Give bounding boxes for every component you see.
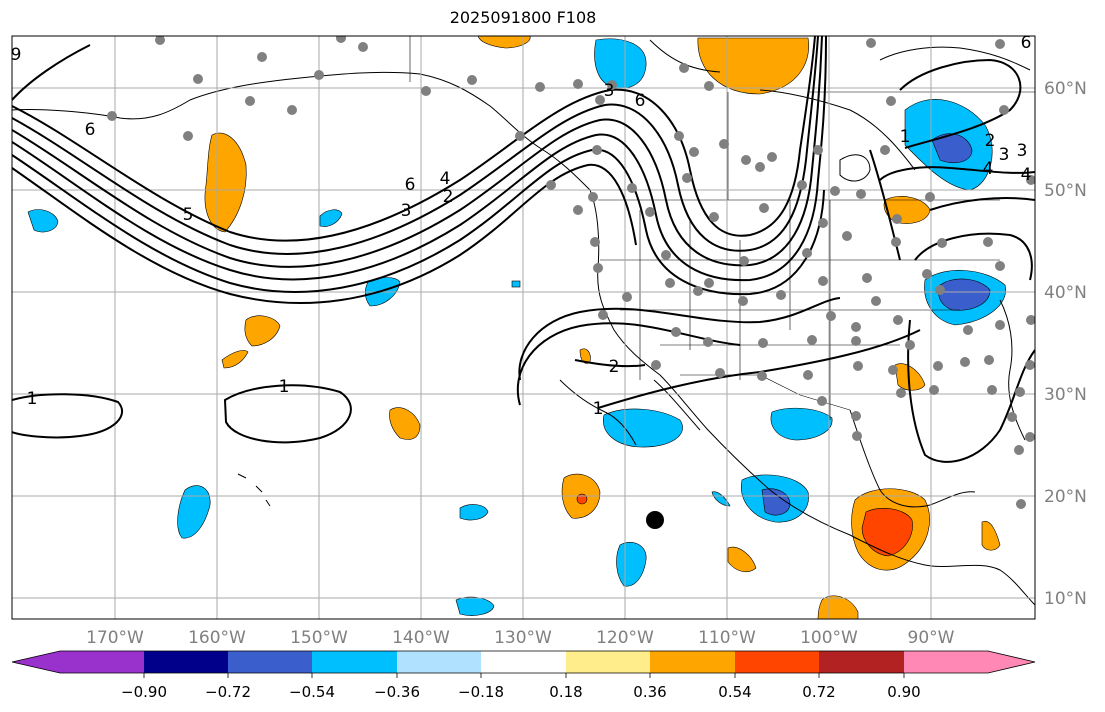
colorbar-tick-label: −0.90 <box>121 683 167 701</box>
colorbar-bin <box>481 651 566 673</box>
latitude-labels: 60°N 50°N 40°N 30°N 20°N 10°N <box>1044 79 1087 609</box>
contour-label: 6 <box>1021 33 1032 53</box>
colorbar-tick-label: 0.18 <box>549 683 582 701</box>
lon-label: 100°W <box>800 628 858 648</box>
positive-anomaly-shading <box>204 36 1001 619</box>
contour-label: 2 <box>609 357 620 377</box>
lat-label: 10°N <box>1044 589 1087 609</box>
lon-label: 140°W <box>392 628 450 648</box>
colorbar-bin <box>60 651 144 673</box>
contour-label: 1 <box>593 399 604 419</box>
colorbar-bin <box>312 651 397 673</box>
lon-label: 150°W <box>290 628 348 648</box>
colorbar-tick-label: −0.54 <box>289 683 335 701</box>
colorbar-bin <box>144 651 228 673</box>
contour-label: 6 <box>85 120 96 140</box>
lon-label: 90°W <box>908 628 955 648</box>
colorbar-tick-label: 0.72 <box>802 683 835 701</box>
contour-label: 3 <box>604 81 615 101</box>
lat-label: 40°N <box>1044 283 1087 303</box>
coastlines <box>12 39 1035 606</box>
colorbar-bin <box>566 651 650 673</box>
colorbar-tick-label: −0.18 <box>458 683 504 701</box>
map-frame <box>11 35 1036 620</box>
contour-label: 4 <box>440 169 451 189</box>
contour-label: 9 <box>11 45 22 65</box>
colorbar-bin <box>397 651 481 673</box>
contour-label: 6 <box>405 175 416 195</box>
colorbar-tick-label: 0.36 <box>633 683 666 701</box>
contour-label: 1 <box>279 377 290 397</box>
lon-label: 120°W <box>596 628 654 648</box>
lat-label: 60°N <box>1044 79 1087 99</box>
lon-label: 160°W <box>188 628 246 648</box>
contour-label: 2 <box>443 187 454 207</box>
contour-label: 1 <box>27 389 38 409</box>
lat-label: 20°N <box>1044 487 1087 507</box>
contour-lines <box>12 36 1035 463</box>
colorbar: −0.90 −0.72 −0.54 −0.36 −0.18 0.18 0.36 … <box>11 650 1036 701</box>
contour-label: 6 <box>635 91 646 111</box>
colorbar-bin <box>228 651 312 673</box>
contour-label: 3 <box>1017 141 1028 161</box>
colorbar-bin <box>650 651 735 673</box>
colorbar-tick-label: 0.54 <box>718 683 751 701</box>
contour-label-layer: 1 1 1 2 2 3 3 4 5 6 6 6 3 6 4 2 1 3 4 9 <box>11 33 1032 419</box>
longitude-labels: 170°W 160°W 150°W 140°W 130°W 120°W 110°… <box>86 628 955 648</box>
lon-label: 130°W <box>494 628 552 648</box>
colorbar-tick-label: 0.90 <box>887 683 920 701</box>
lon-label: 170°W <box>86 628 144 648</box>
colorbar-upper-extend <box>988 651 1035 673</box>
colorbar-bin <box>819 651 904 673</box>
highlight-marker <box>646 511 664 529</box>
contour-label: 4 <box>983 159 994 179</box>
lat-label: 30°N <box>1044 385 1087 405</box>
contour-label: 2 <box>985 131 996 151</box>
contour-label: 1 <box>900 127 911 147</box>
contour-label: 3 <box>401 201 412 221</box>
colorbar-bin <box>904 651 988 673</box>
lat-label: 50°N <box>1044 181 1087 201</box>
station-markers <box>107 36 1035 509</box>
lon-label: 110°W <box>698 628 756 648</box>
colorbar-tick-label: −0.36 <box>374 683 420 701</box>
contour-label: 5 <box>183 205 194 225</box>
colorbar-bin <box>735 651 819 673</box>
map-title: 2025091800 F108 <box>449 8 597 27</box>
contour-label: 4 <box>1021 165 1032 185</box>
contour-label: 3 <box>999 145 1010 165</box>
colorbar-lower-extend <box>12 651 60 673</box>
colorbar-tick-label: −0.72 <box>205 683 251 701</box>
negative-anomaly-shading <box>27 38 1006 616</box>
